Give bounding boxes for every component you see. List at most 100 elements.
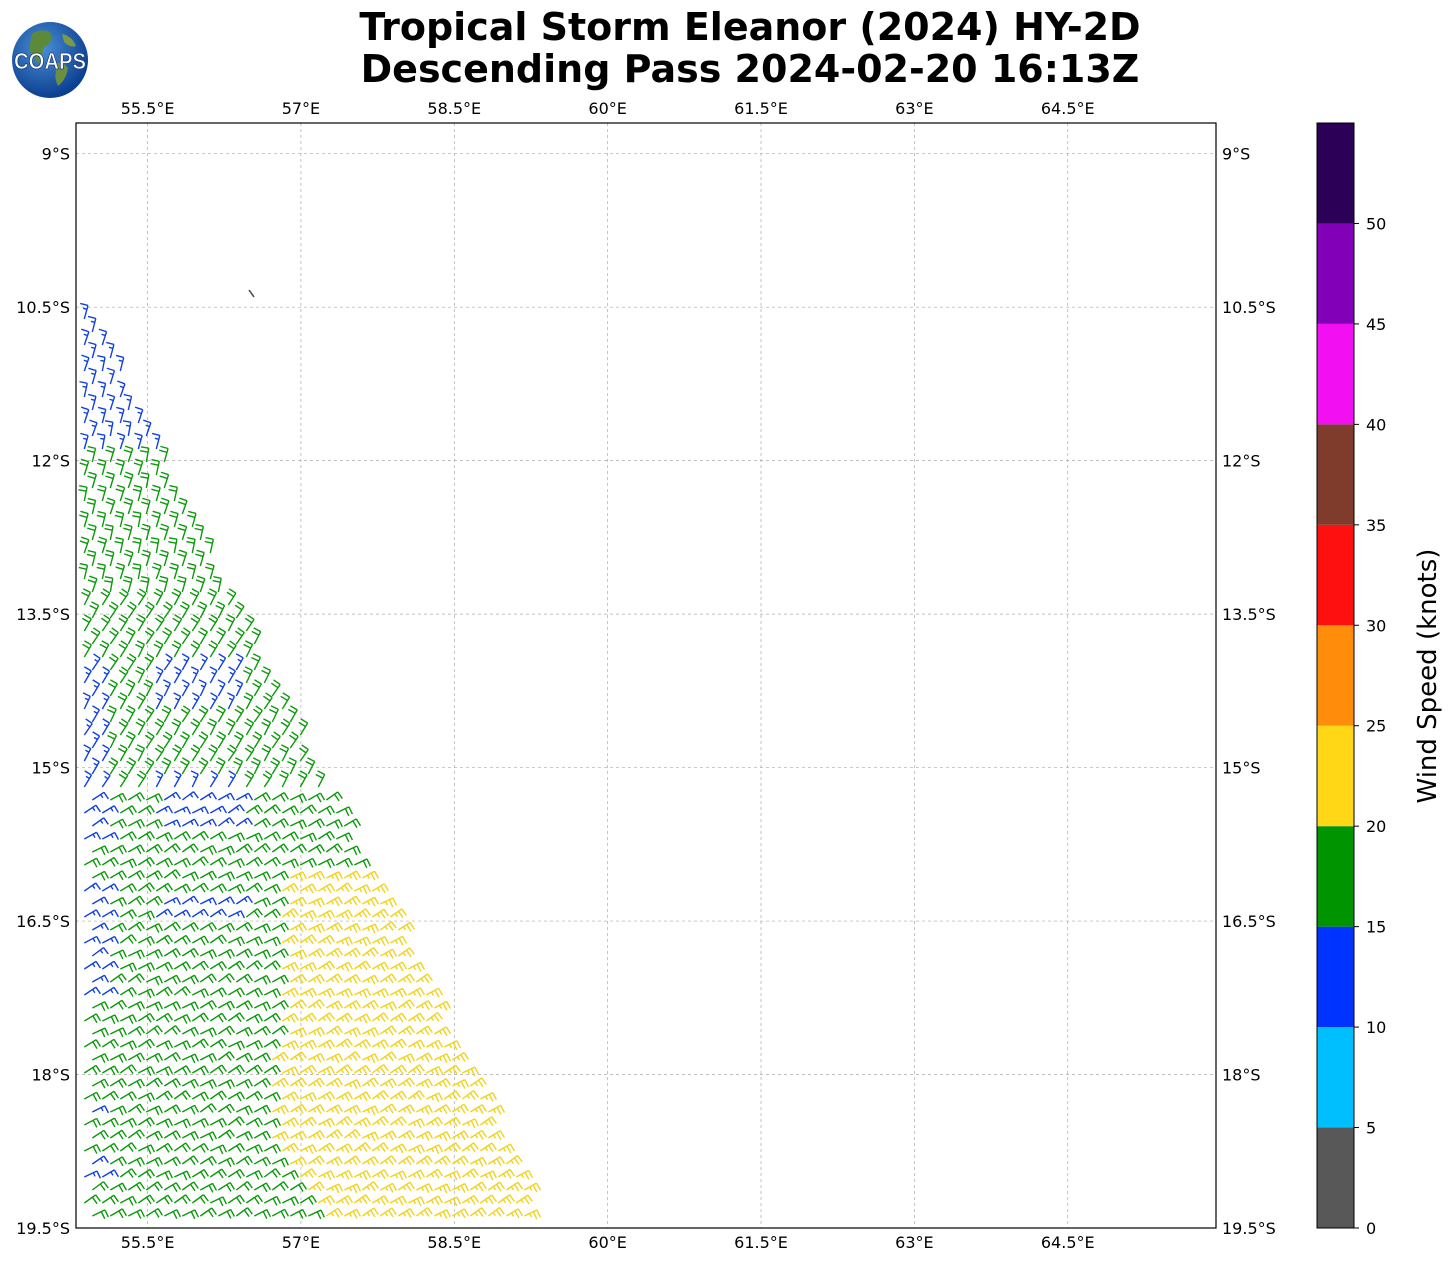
wind-barb [325,1077,343,1088]
barb-feather [121,999,127,1008]
barb-feather [334,1055,340,1063]
wind-barb [343,1129,361,1139]
barb-feather [160,445,169,450]
barb-feather [398,1015,404,1023]
wind-barb [91,817,109,827]
barb-staff [317,987,332,996]
barb-half-feather [304,887,309,892]
barb-staff [199,1079,214,1087]
barb-feather [391,1155,397,1163]
barb-staff [271,1077,285,1087]
barb-feather [319,999,325,1007]
barb-half-feather [449,1044,453,1049]
barb-feather [438,1092,444,1101]
barb-staff [353,1064,367,1074]
barb-feather [373,974,380,983]
barb-staff [415,1130,429,1139]
barb-feather [509,1143,516,1152]
barb-half-feather [412,1095,417,1100]
barb-feather [391,1130,398,1139]
barb-feather [95,1091,102,1100]
barb-staff [155,1090,169,1100]
colorbar-tick-label: 25 [1366,717,1386,736]
barb-feather [186,540,195,544]
barb-staff [109,632,119,645]
barb-half-feather [413,1148,417,1153]
barb-feather [117,975,124,983]
barb-staff [317,909,331,918]
barb-feather [293,831,300,840]
barb-staff [127,1156,142,1165]
barb-half-feather [438,1030,443,1035]
wind-barb [299,909,318,920]
barb-feather [173,770,182,776]
barb-feather [118,1002,124,1010]
barb-feather [298,1211,304,1219]
barb-feather [218,1041,224,1049]
barb-feather [136,951,142,960]
barb-feather [239,1169,246,1177]
wind-barb [105,445,116,463]
wind-barb [505,1155,523,1165]
barb-half-feather [474,1160,479,1166]
wind-barb [137,1194,155,1205]
barb-staff [209,592,218,606]
wind-barb [155,831,174,842]
barb-half-feather [201,658,206,662]
barb-staff [164,819,178,827]
barb-staff [174,1170,188,1178]
barb-feather [366,858,372,867]
barb-feather [96,1118,102,1126]
barb-feather [146,1146,152,1155]
barb-half-feather [323,1174,327,1179]
barb-feather [280,924,286,933]
barb-feather [320,1027,326,1035]
wind-barb [163,1078,182,1088]
wind-barb [125,705,136,723]
wind-barb [109,818,128,829]
barb-feather [236,1093,242,1102]
wind-barb [317,934,335,945]
wind-barb [173,770,182,788]
wind-barb [163,974,182,985]
barb-feather [144,708,153,715]
barb-staff [145,923,160,931]
barb-staff [433,1026,447,1035]
wind-barb [361,1156,380,1166]
barb-staff [407,1090,421,1100]
barb-feather [129,601,137,608]
barb-staff [163,869,177,879]
wind-barb [289,1130,308,1141]
barb-staff [271,896,285,905]
wind-barb [353,884,372,895]
colorbar-tick-label: 35 [1366,516,1386,535]
wind-barb [159,549,169,567]
barb-feather [141,501,150,506]
barb-feather [97,488,106,493]
barb-feather [150,1144,156,1153]
barb-feather [247,792,254,801]
barb-feather [99,643,108,649]
barb-staff [271,761,281,775]
barb-feather [86,449,95,453]
barb-staff [217,683,226,697]
barb-feather [272,938,278,947]
wind-barb [83,770,93,788]
barb-feather [203,1143,210,1151]
barb-feather [254,731,263,737]
barb-staff [343,818,357,827]
wind-barb [83,909,102,918]
wind-barbs [78,289,542,1220]
wind-barb [209,987,228,998]
barb-feather [175,1130,182,1138]
wind-barb [269,705,279,723]
barb-staff [163,974,177,983]
wind-barb [110,949,128,960]
barb-feather [244,721,252,728]
barb-staff [91,448,97,463]
wind-barb [235,653,244,671]
barb-feather [338,819,344,828]
barb-half-feather [420,1030,425,1035]
wind-barb [117,692,128,710]
barb-feather [107,708,115,714]
